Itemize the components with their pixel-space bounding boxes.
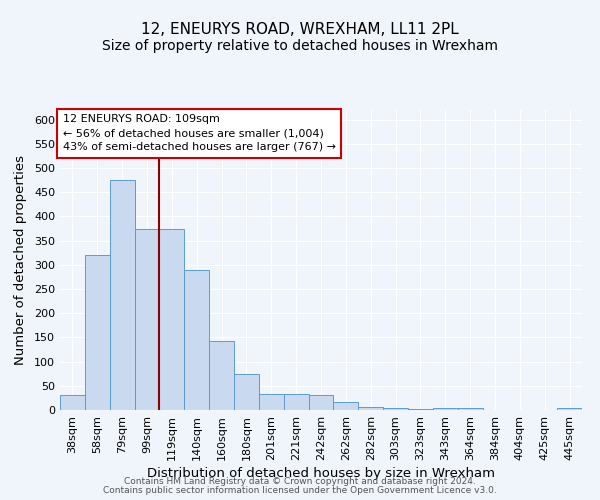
Text: Contains public sector information licensed under the Open Government Licence v3: Contains public sector information licen… [103, 486, 497, 495]
Bar [284, 394, 308, 410]
Bar [458, 408, 482, 410]
Bar [184, 270, 209, 410]
Bar [358, 406, 383, 410]
Bar [334, 402, 358, 410]
Bar [110, 180, 134, 410]
Bar [60, 394, 85, 410]
Text: Size of property relative to detached houses in Wrexham: Size of property relative to detached ho… [102, 39, 498, 53]
Bar [209, 341, 234, 410]
Text: Contains HM Land Registry data © Crown copyright and database right 2024.: Contains HM Land Registry data © Crown c… [124, 477, 476, 486]
Bar [134, 228, 160, 410]
Bar [234, 374, 259, 410]
Bar [308, 396, 334, 410]
Text: 12, ENEURYS ROAD, WREXHAM, LL11 2PL: 12, ENEURYS ROAD, WREXHAM, LL11 2PL [141, 22, 459, 38]
Bar [433, 408, 458, 410]
Bar [557, 408, 582, 410]
Bar [408, 408, 433, 410]
Bar [383, 408, 408, 410]
Bar [259, 394, 284, 410]
Bar [85, 255, 110, 410]
Y-axis label: Number of detached properties: Number of detached properties [14, 155, 27, 365]
X-axis label: Distribution of detached houses by size in Wrexham: Distribution of detached houses by size … [147, 467, 495, 480]
Bar [160, 228, 184, 410]
Text: 12 ENEURYS ROAD: 109sqm
← 56% of detached houses are smaller (1,004)
43% of semi: 12 ENEURYS ROAD: 109sqm ← 56% of detache… [62, 114, 335, 152]
